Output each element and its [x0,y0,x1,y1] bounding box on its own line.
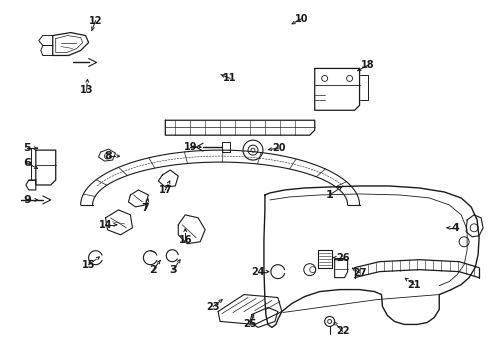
Text: 18: 18 [360,60,374,71]
Text: 17: 17 [158,185,172,195]
Text: 19: 19 [183,142,197,152]
Text: 15: 15 [81,260,95,270]
Text: 11: 11 [223,73,236,84]
Text: 1: 1 [325,190,333,200]
Text: 9: 9 [23,195,31,205]
Text: 10: 10 [294,14,308,24]
Text: 24: 24 [251,267,264,276]
Text: 3: 3 [169,265,177,275]
Text: 22: 22 [335,327,348,336]
Text: 20: 20 [271,143,285,153]
Text: 6: 6 [23,158,31,168]
Text: 21: 21 [407,280,420,289]
Text: 5: 5 [23,143,31,153]
Text: 26: 26 [335,253,348,263]
Text: 14: 14 [99,220,112,230]
Text: 25: 25 [243,319,256,329]
Text: 7: 7 [141,203,149,213]
Text: 16: 16 [178,235,192,245]
Text: 27: 27 [352,267,366,278]
Text: 2: 2 [149,265,157,275]
Text: 12: 12 [89,15,102,26]
Text: 8: 8 [104,151,112,161]
Text: 13: 13 [80,85,93,95]
Text: 23: 23 [206,302,220,311]
Text: 4: 4 [450,223,458,233]
